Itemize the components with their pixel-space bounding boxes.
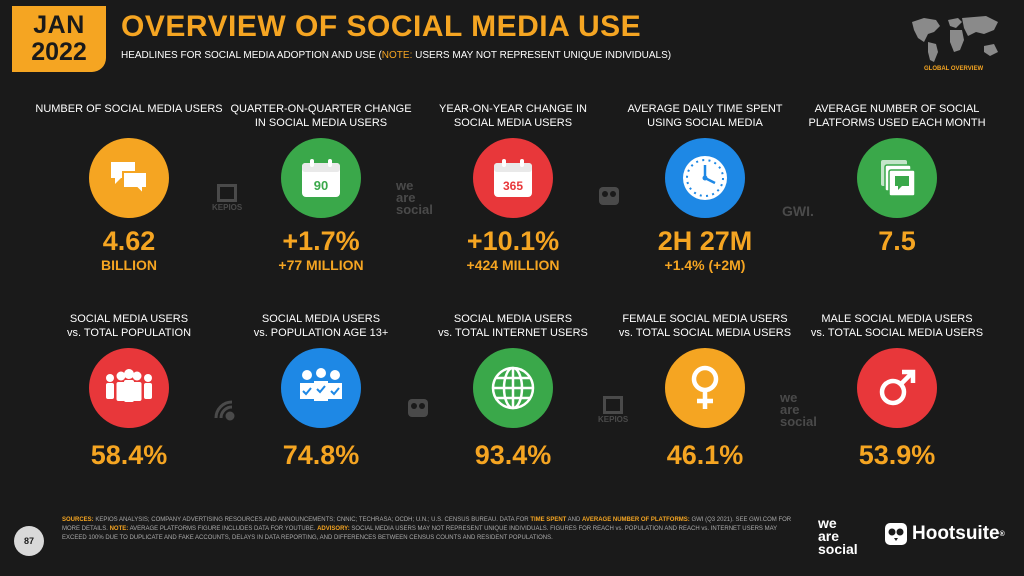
stat-sub: +77 MILLION [278,257,364,273]
we-are-social-watermark: we are social [396,178,433,217]
page-subtitle: HEADLINES FOR SOCIAL MEDIA ADOPTION AND … [121,50,672,61]
stat-sub: BILLION [101,257,157,273]
stat-yoy-change: YEAR-ON-YEAR CHANGE IN SOCIAL MEDIA USER… [418,102,608,274]
stat-value: 4.62 [102,226,156,256]
hootsuite-logo: Hootsuite ® [884,522,1005,546]
stat-value: 7.5 [878,226,916,256]
stat-value: 93.4% [474,440,552,470]
stat-vs-total-population: SOCIAL MEDIA USERS vs. TOTAL POPULATION 5… [34,312,224,470]
stat-value: 46.1% [666,440,744,470]
stat-sub: +1.4% (+2M) [664,257,746,273]
we-are-social-watermark-2: we are social [780,390,817,429]
female-icon [665,348,745,428]
stat-label: FEMALE SOCIAL MEDIA USERS vs. TOTAL SOCIA… [618,313,792,339]
stat-vs-internet-users: SOCIAL MEDIA USERS vs. TOTAL INTERNET USE… [418,312,608,470]
stat-label: SOCIAL MEDIA USERS vs. POPULATION AGE 13+ [253,313,389,339]
world-map-icon [912,16,998,62]
hootsuite-owl-watermark [598,186,620,211]
hootsuite-owl-icon [885,523,907,545]
date-month: JAN [33,11,85,39]
clock-icon [665,138,745,218]
stat-value: +10.1% [466,226,560,256]
male-icon [857,348,937,428]
stat-label: NUMBER OF SOCIAL MEDIA USERS [35,103,223,115]
stacked-platforms-icon [857,138,937,218]
population-icon [89,348,169,428]
kepios-watermark-2: KEPIOS [598,396,628,424]
hootsuite-owl-watermark-2 [407,398,429,423]
people-check-icon [281,348,361,428]
stat-label: AVERAGE DAILY TIME SPENT USING SOCIAL ME… [627,103,783,129]
stat-female-users: FEMALE SOCIAL MEDIA USERS vs. TOTAL SOCIA… [610,312,800,470]
stat-label: AVERAGE NUMBER OF SOCIAL PLATFORMS USED … [808,103,986,129]
stat-label: QUARTER-ON-QUARTER CHANGE IN SOCIAL MEDI… [230,103,412,129]
stat-label: SOCIAL MEDIA USERS vs. TOTAL INTERNET USE… [438,313,588,339]
stat-label: YEAR-ON-YEAR CHANGE IN SOCIAL MEDIA USER… [439,103,587,129]
calendar-icon-text: 90 [314,178,328,193]
chat-bubbles-icon [89,138,169,218]
page-title: OVERVIEW OF SOCIAL MEDIA USE [121,10,642,43]
page-number: 87 [14,526,44,556]
stat-label: SOCIAL MEDIA USERS vs. TOTAL POPULATION [66,313,192,339]
datareportal-watermark [212,398,236,427]
calendar-365-icon: 365 [473,138,553,218]
stat-sub: +424 MILLION [466,257,560,273]
stat-avg-platforms: AVERAGE NUMBER OF SOCIAL PLATFORMS USED … [802,102,992,256]
sources-footnote: SOURCES: KEPIOS ANALYSIS; COMPANY ADVERT… [62,517,792,541]
stat-social-media-users: NUMBER OF SOCIAL MEDIA USERS 4.62 BILLIO… [34,102,224,274]
stat-male-users: MALE SOCIAL MEDIA USERS vs. TOTAL SOCIAL … [802,312,992,470]
global-overview-label: GLOBAL OVERVIEW [924,66,984,72]
calendar-90-icon: 90 [281,138,361,218]
stat-value: 2H 27M [657,226,753,256]
stat-qoq-change: QUARTER-ON-QUARTER CHANGE IN SOCIAL MEDI… [226,102,416,274]
globe-icon [473,348,553,428]
calendar-icon-text: 365 [503,179,523,193]
date-badge: JAN 2022 [12,6,106,72]
stat-label: MALE SOCIAL MEDIA USERS vs. TOTAL SOCIAL … [810,313,984,339]
stat-value: 74.8% [282,440,360,470]
stat-value: +1.7% [282,226,360,256]
we-are-social-logo: we are social [818,515,858,557]
gwi-watermark: GWI. [782,203,814,219]
stat-daily-time: AVERAGE DAILY TIME SPENT USING SOCIAL ME… [610,102,800,274]
stat-value: 53.9% [858,440,936,470]
kepios-watermark: KEPIOS [212,184,242,212]
date-year: 2022 [31,38,87,66]
stat-value: 58.4% [90,440,168,470]
stat-vs-population-13: SOCIAL MEDIA USERS vs. POPULATION AGE 13+… [226,312,416,470]
